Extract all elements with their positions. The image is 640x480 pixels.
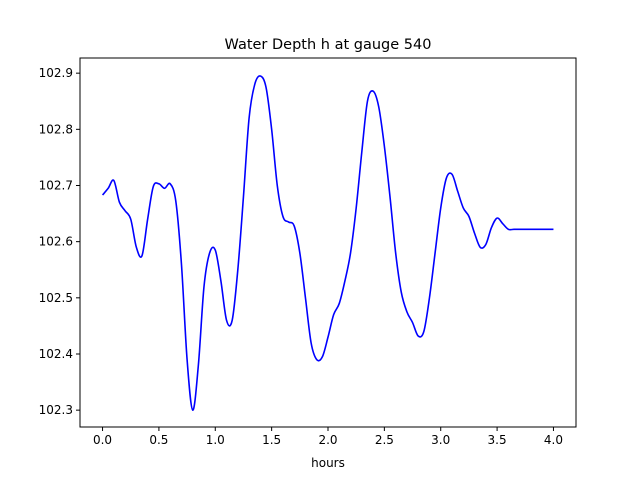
- y-axis-ticks: 102.3 102.4 102.5 102.6 102.7 102.8 102.9: [39, 66, 80, 417]
- x-tick-label: 3.0: [431, 433, 450, 447]
- x-axis-label: hours: [311, 456, 345, 470]
- water-depth-line: [101, 75, 554, 411]
- y-tick-label: 102.5: [39, 291, 73, 305]
- chart-title: Water Depth h at gauge 540: [225, 37, 432, 53]
- x-tick-label: 2.0: [318, 433, 337, 447]
- plot-area: [101, 75, 554, 411]
- y-tick-label: 102.7: [39, 178, 73, 192]
- y-tick-label: 102.9: [39, 66, 73, 80]
- y-tick-label: 102.3: [39, 403, 73, 417]
- x-tick-label: 3.5: [488, 433, 507, 447]
- x-tick-label: 1.5: [262, 433, 281, 447]
- x-tick-label: 4.0: [544, 433, 563, 447]
- x-tick-label: 0.5: [149, 433, 168, 447]
- y-tick-label: 102.4: [39, 347, 73, 361]
- y-tick-label: 102.6: [39, 235, 73, 249]
- x-tick-label: 2.5: [375, 433, 394, 447]
- y-tick-label: 102.8: [39, 122, 73, 136]
- plot-frame: [79, 57, 577, 428]
- x-axis-ticks: 0.0 0.5 1.0 1.5 2.0 2.5 3.0 3.5 4.0: [93, 427, 563, 447]
- x-tick-label: 1.0: [206, 433, 225, 447]
- x-tick-label: 0.0: [93, 433, 112, 447]
